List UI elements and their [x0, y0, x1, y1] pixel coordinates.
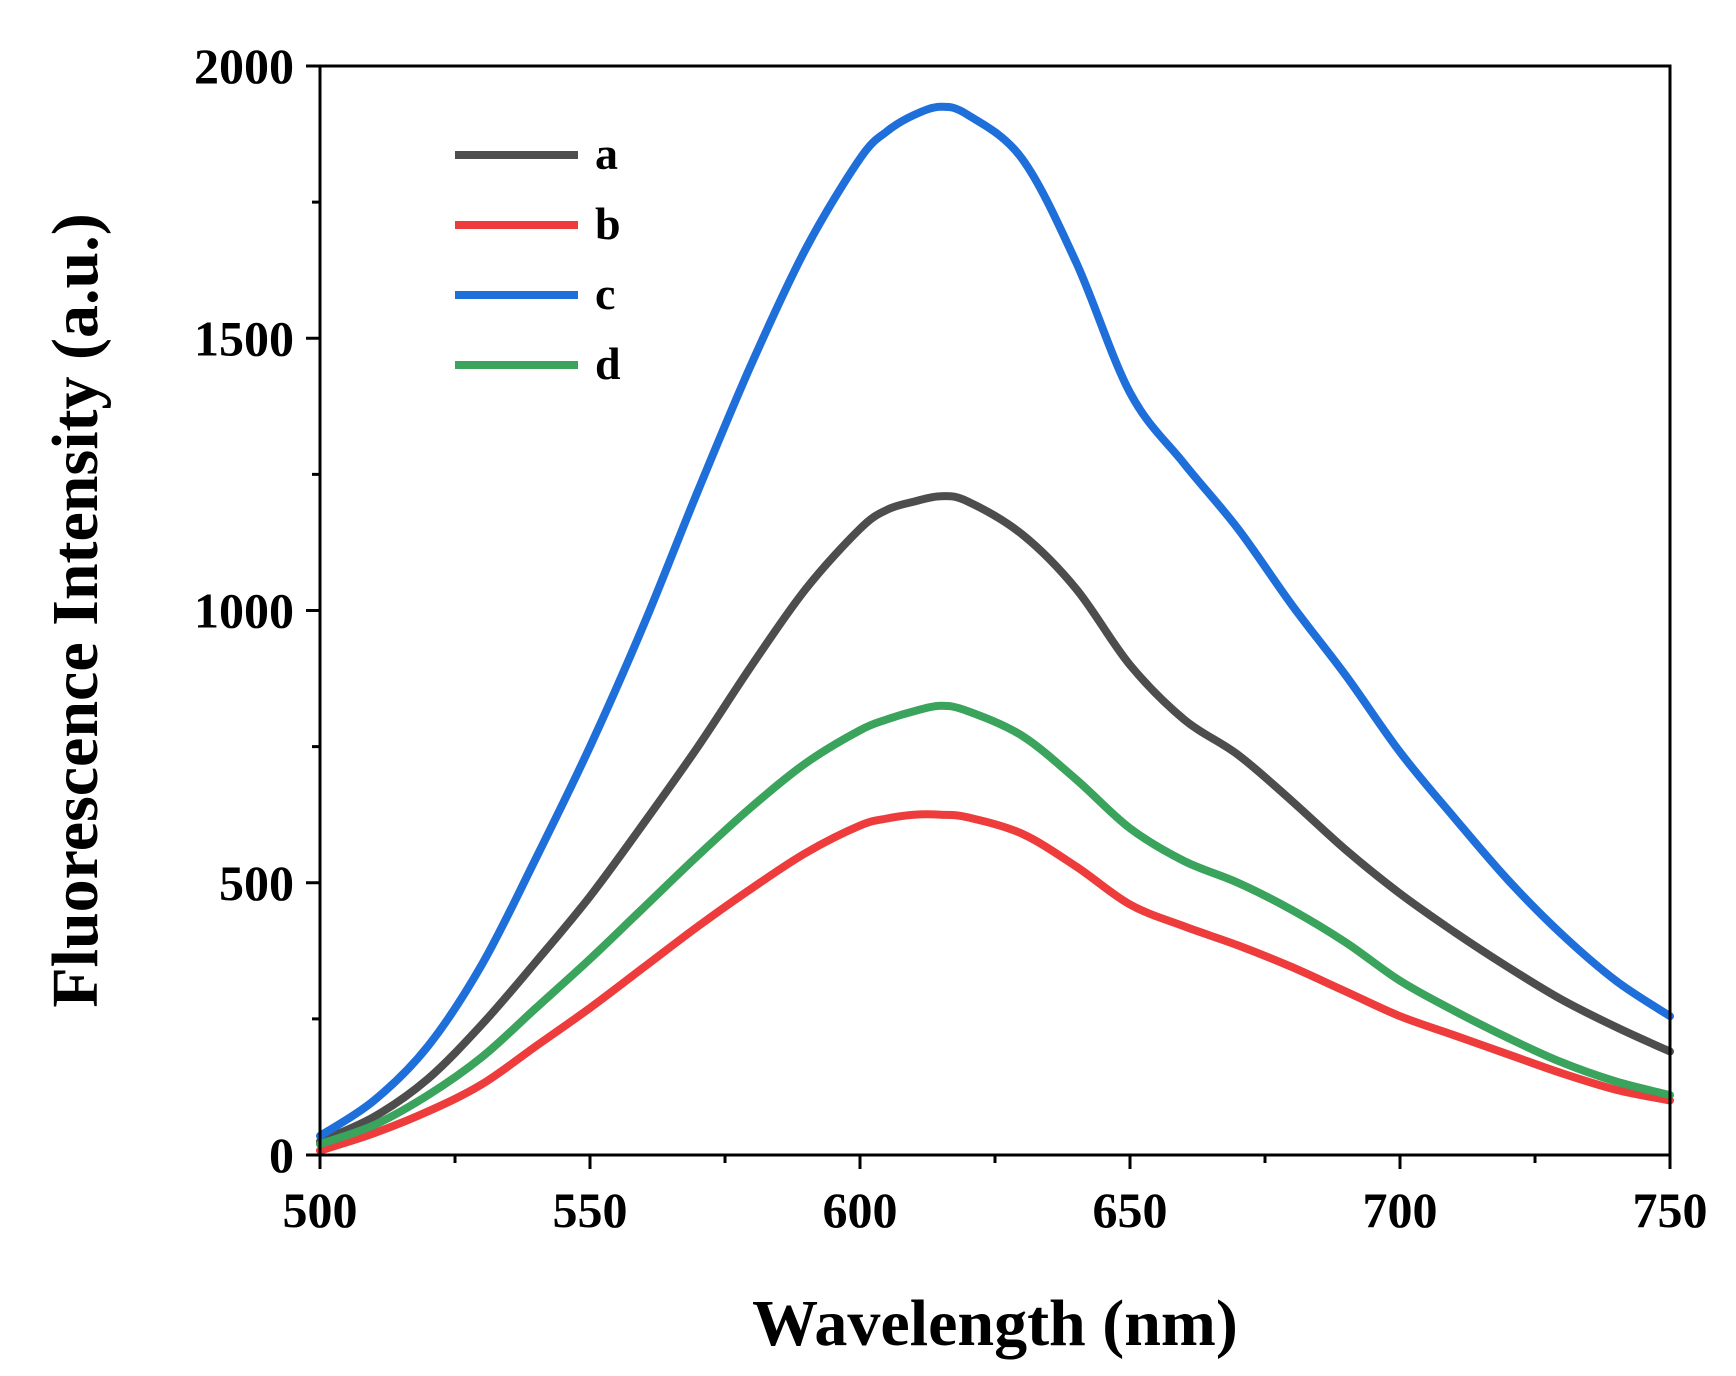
- x-tick-label: 550: [553, 1182, 628, 1238]
- x-tick-label: 700: [1363, 1182, 1438, 1238]
- y-tick-label: 0: [269, 1127, 294, 1183]
- series-layer: [316, 102, 1674, 1155]
- legend-label-c: c: [595, 268, 615, 319]
- x-tick-label: 750: [1633, 1182, 1708, 1238]
- y-tick-label: 500: [219, 855, 294, 911]
- x-tick-label: 500: [283, 1182, 358, 1238]
- legend-label-b: b: [595, 198, 621, 249]
- y-axis-title: Fluorescence Intensity (a.u.): [39, 213, 112, 1007]
- x-tick-label: 650: [1093, 1182, 1168, 1238]
- series-line-c: [316, 102, 1674, 1140]
- series-line-b: [316, 810, 1674, 1155]
- y-tick-label: 1000: [194, 583, 294, 639]
- series-line-d: [316, 701, 1674, 1149]
- y-tick-label: 2000: [194, 38, 294, 94]
- y-tick-label: 1500: [194, 310, 294, 366]
- series-line-a: [316, 492, 1674, 1146]
- x-axis-title: Wavelength (nm): [752, 1287, 1238, 1360]
- x-tick-label: 600: [823, 1182, 898, 1238]
- legend-label-a: a: [595, 128, 618, 179]
- legend-label-d: d: [595, 338, 621, 389]
